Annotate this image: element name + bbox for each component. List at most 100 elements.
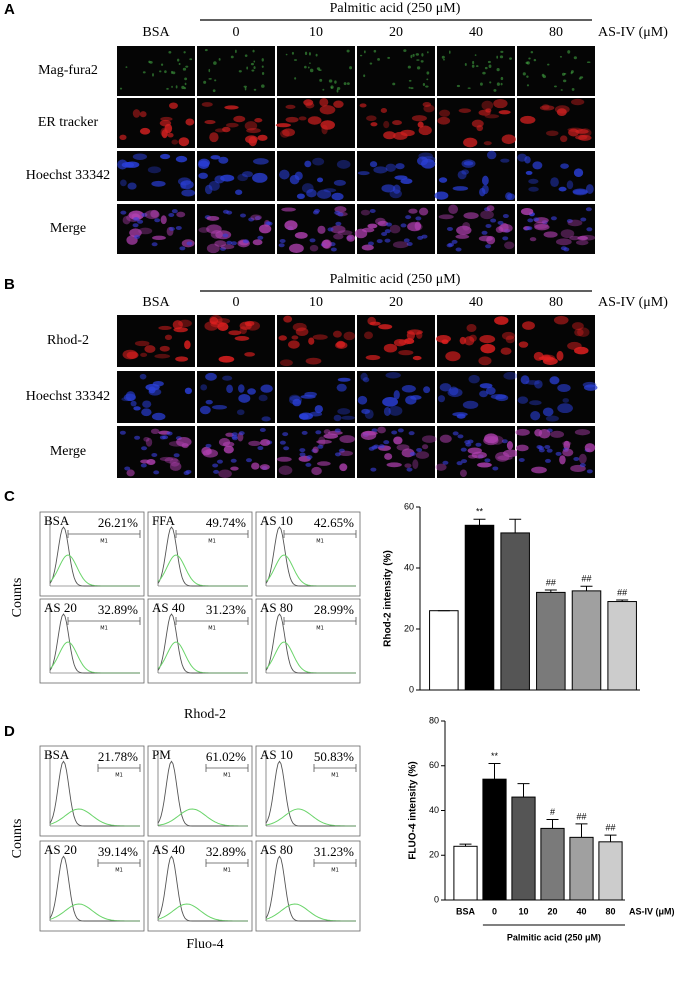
x-axis-label: AS-IV (μM): [629, 906, 675, 916]
cell: [494, 316, 509, 325]
cell: [500, 347, 512, 355]
nucleus: [492, 466, 499, 471]
cell: [439, 109, 451, 117]
nucleus: [259, 428, 266, 433]
cell: [496, 67, 500, 72]
nucleus: [159, 435, 166, 440]
cell: [154, 353, 171, 359]
cell: [369, 321, 381, 326]
panel-label: A: [4, 1, 15, 18]
cell: [422, 83, 426, 87]
cell: [300, 394, 316, 399]
cell: [346, 49, 350, 53]
cell: [292, 398, 302, 407]
cell: [204, 184, 213, 195]
cell: [303, 99, 314, 106]
cell: [452, 186, 469, 191]
nucleus: [502, 236, 509, 241]
cell: [575, 129, 589, 134]
cell: [482, 71, 486, 75]
cell: [411, 115, 427, 122]
cell: [556, 108, 567, 116]
nucleus: [334, 210, 341, 215]
cell: [518, 341, 529, 348]
cell: [464, 63, 467, 66]
cell: [437, 395, 446, 403]
cell: [392, 184, 401, 194]
cell: [336, 383, 347, 392]
nucleus: [555, 451, 562, 456]
cell: [127, 182, 137, 190]
cell: [412, 53, 415, 57]
nucleus: [527, 218, 534, 223]
cell: [426, 71, 430, 75]
cell: [550, 177, 559, 188]
cell: [333, 233, 344, 240]
cell: [158, 325, 172, 331]
nucleus: [168, 226, 175, 231]
cell: [354, 228, 368, 239]
cell: [360, 209, 371, 216]
cell: [148, 60, 151, 64]
cell: [480, 82, 483, 86]
cell: [502, 449, 519, 457]
cell: [336, 86, 341, 90]
cell: [408, 86, 411, 89]
cell: [181, 189, 196, 197]
histogram-frame: [255, 598, 361, 684]
nucleus: [140, 463, 147, 468]
cell: [560, 135, 568, 143]
cell: [333, 330, 342, 338]
cell: [572, 322, 584, 330]
cell: [283, 315, 293, 323]
error-bar: [459, 843, 472, 847]
row-label: Hoechst 33342: [26, 168, 110, 183]
cell: [319, 105, 336, 115]
cell: [567, 341, 582, 350]
nucleus: [154, 218, 161, 223]
cell: [222, 441, 235, 448]
gate-marker: M1: [316, 626, 324, 632]
cell: [400, 178, 413, 185]
cell: [505, 335, 515, 344]
cell: [323, 188, 337, 193]
cell: [484, 114, 500, 119]
cell: [304, 65, 307, 69]
cell: [152, 235, 166, 241]
bar: [540, 827, 565, 901]
cell: [421, 435, 437, 443]
cell: [442, 58, 445, 61]
cell: [224, 105, 239, 110]
cell: [401, 385, 416, 393]
sample-name: AS 80: [260, 842, 293, 857]
nucleus: [230, 458, 237, 463]
nucleus: [133, 217, 140, 222]
nucleus: [446, 243, 453, 248]
micrograph: [437, 46, 515, 96]
cell: [567, 50, 571, 54]
cell: [529, 237, 537, 242]
cell: [199, 405, 211, 415]
cell: [343, 331, 355, 341]
cell: [308, 52, 311, 56]
cell: [152, 73, 154, 77]
cell: [337, 230, 353, 236]
nucleus: [467, 439, 474, 444]
gate-percent: 21.78%: [98, 749, 138, 764]
nucleus: [400, 223, 407, 228]
cell: [478, 356, 492, 366]
cell: [180, 180, 194, 190]
cell: [373, 49, 377, 53]
cell: [528, 57, 531, 60]
nucleus: [183, 471, 190, 476]
cell: [138, 227, 153, 235]
cell: [457, 170, 467, 180]
cell: [250, 214, 262, 221]
nucleus: [497, 220, 504, 225]
nucleus: [173, 453, 180, 458]
cell: [314, 405, 323, 414]
histogram-frame: [255, 511, 361, 597]
cell: [208, 78, 212, 80]
cell: [237, 173, 248, 182]
bar: [607, 601, 637, 691]
